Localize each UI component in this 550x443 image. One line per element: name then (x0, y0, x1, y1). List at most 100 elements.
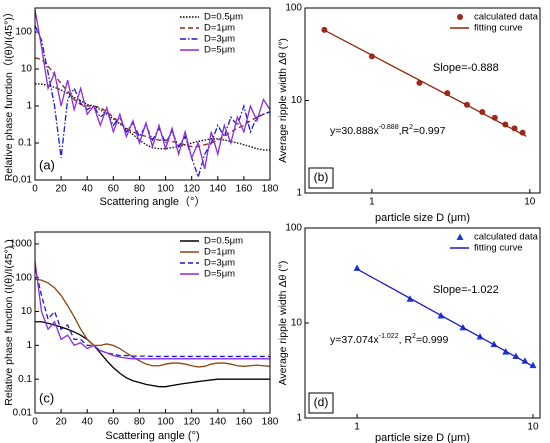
plot-frame (34, 231, 271, 414)
plot (321, 26, 527, 137)
panel-label: (d) (314, 395, 329, 409)
x-axis-label: particle size D (μm) (375, 432, 470, 443)
legend-label: D=5μm (204, 45, 235, 56)
x-tick-label: 120 (183, 184, 200, 195)
slope-annotation: Slope=-0.888 (433, 62, 499, 74)
series-line (35, 25, 270, 180)
x-tick-label: 140 (209, 184, 226, 195)
y-tick-label: 100 (285, 223, 302, 234)
y-tick-label: 1 (26, 101, 32, 112)
x-tick-label: 120 (183, 417, 200, 428)
plot-frame (304, 227, 541, 419)
y-axis-label: Relative phase function (I(θ)/I(45°) ) (3, 239, 15, 405)
fit-annotation-part: -1.022 (379, 333, 399, 340)
y-tick-label: 100 (15, 27, 32, 38)
fit-annotation-part: y=30.888x (330, 125, 379, 137)
y-tick-label: 100 (15, 272, 32, 283)
legend-label: D=1μm (204, 23, 235, 34)
fit-annotation-part: 2 (409, 124, 413, 131)
fit-annotation-part: =0.997 (413, 125, 446, 137)
slope-annotation: Slope=-1.022 (433, 284, 499, 296)
y-tick-label: 10 (21, 64, 33, 75)
series-line (35, 261, 270, 360)
legend-label: calculated data (474, 232, 539, 243)
x-tick-label: 60 (108, 417, 120, 428)
panel-label: (a) (39, 157, 55, 172)
plot (353, 264, 537, 369)
x-tick-label: 0 (32, 417, 38, 428)
series-line (35, 278, 270, 368)
y-axis-label: Relative phase function（I(θ)/I(45°)） (3, 7, 15, 182)
y-tick-label: 1000 (10, 239, 33, 250)
fit-annotation-part: ,R (399, 125, 410, 137)
x-tick-label: 140 (209, 417, 226, 428)
plot-frame (34, 7, 271, 181)
y-tick-label: 0.01 (13, 175, 33, 186)
panel-label: (c) (39, 390, 54, 405)
x-tick-label: 160 (236, 184, 253, 195)
x-axis-label: Scattering angle (°) (105, 430, 199, 442)
y-tick-label: 10 (21, 306, 33, 317)
plot (35, 261, 270, 388)
plot (35, 9, 270, 180)
fit-annotation-part: , R (399, 334, 413, 346)
y-tick-label: 10 (291, 318, 303, 329)
panel-label-box (308, 392, 334, 414)
series-line (356, 268, 534, 367)
x-tick-label: 60 (108, 184, 120, 195)
x-axis-label: Scattering angle（°） (100, 195, 206, 208)
y-tick-label: 0.1 (18, 138, 32, 149)
fit-annotation-part: 2 (412, 333, 416, 340)
legend-label: D=3μm (204, 34, 235, 45)
series-line (35, 321, 270, 388)
fit-annotation: y=30.888x-0.888,R2=0.997 (330, 124, 446, 137)
y-axis-label: Average ripple width Δθ (°) (277, 261, 289, 386)
legend-label: D=1μm (204, 247, 235, 258)
fit-annotation-part: y=37.074x (330, 334, 379, 346)
fit-annotation-part: =0.999 (416, 334, 449, 346)
series-line (35, 57, 270, 148)
x-tick-label: 1 (354, 422, 360, 433)
legend-label: calculated data (474, 12, 539, 23)
x-tick-label: 40 (82, 417, 94, 428)
legend-swatch (457, 14, 463, 20)
x-tick-label: 10 (527, 422, 539, 433)
legend-label: D=0.5μm (204, 236, 243, 247)
series-line (35, 267, 270, 358)
y-tick-label: 10 (291, 95, 303, 106)
legend-label: D=5μm (204, 269, 235, 280)
x-tick-label: 100 (157, 417, 174, 428)
x-tick-label: 40 (82, 184, 94, 195)
legend-swatch (456, 233, 464, 240)
fit-annotation-part: -0.888 (379, 124, 399, 131)
x-tick-label: 100 (157, 184, 174, 195)
x-tick-label: 0 (32, 184, 38, 195)
plot-frame (304, 7, 541, 194)
x-tick-label: 180 (262, 184, 279, 195)
fit-annotation: y=37.074x-1.022, R2=0.999 (330, 333, 449, 346)
legend-label: fitting curve (474, 23, 523, 34)
x-tick-label: 10 (524, 197, 536, 208)
x-tick-label: 160 (236, 417, 253, 428)
y-tick-label: 0.01 (13, 408, 33, 419)
y-tick-label: 1 (296, 413, 302, 424)
legend-label: D=0.5μm (204, 12, 243, 23)
legend-label: fitting curve (474, 243, 523, 254)
y-tick-label: 1 (26, 340, 32, 351)
panel-label-box (308, 167, 334, 189)
x-tick-label: 20 (56, 184, 68, 195)
series-line (324, 29, 527, 137)
x-axis-label: particle size D (μm) (375, 212, 470, 224)
y-tick-label: 100 (285, 3, 302, 14)
data-point (529, 361, 537, 369)
x-tick-label: 80 (134, 417, 146, 428)
x-tick-label: 1 (369, 197, 375, 208)
panel-label: (b) (314, 170, 329, 184)
legend-label: D=3μm (204, 258, 235, 269)
y-axis-label: Average ripple width Δθ (°) (277, 38, 289, 163)
y-tick-label: 1 (296, 188, 302, 199)
x-tick-label: 80 (134, 184, 146, 195)
series-line (35, 9, 270, 170)
y-tick-label: 0.1 (18, 374, 32, 385)
